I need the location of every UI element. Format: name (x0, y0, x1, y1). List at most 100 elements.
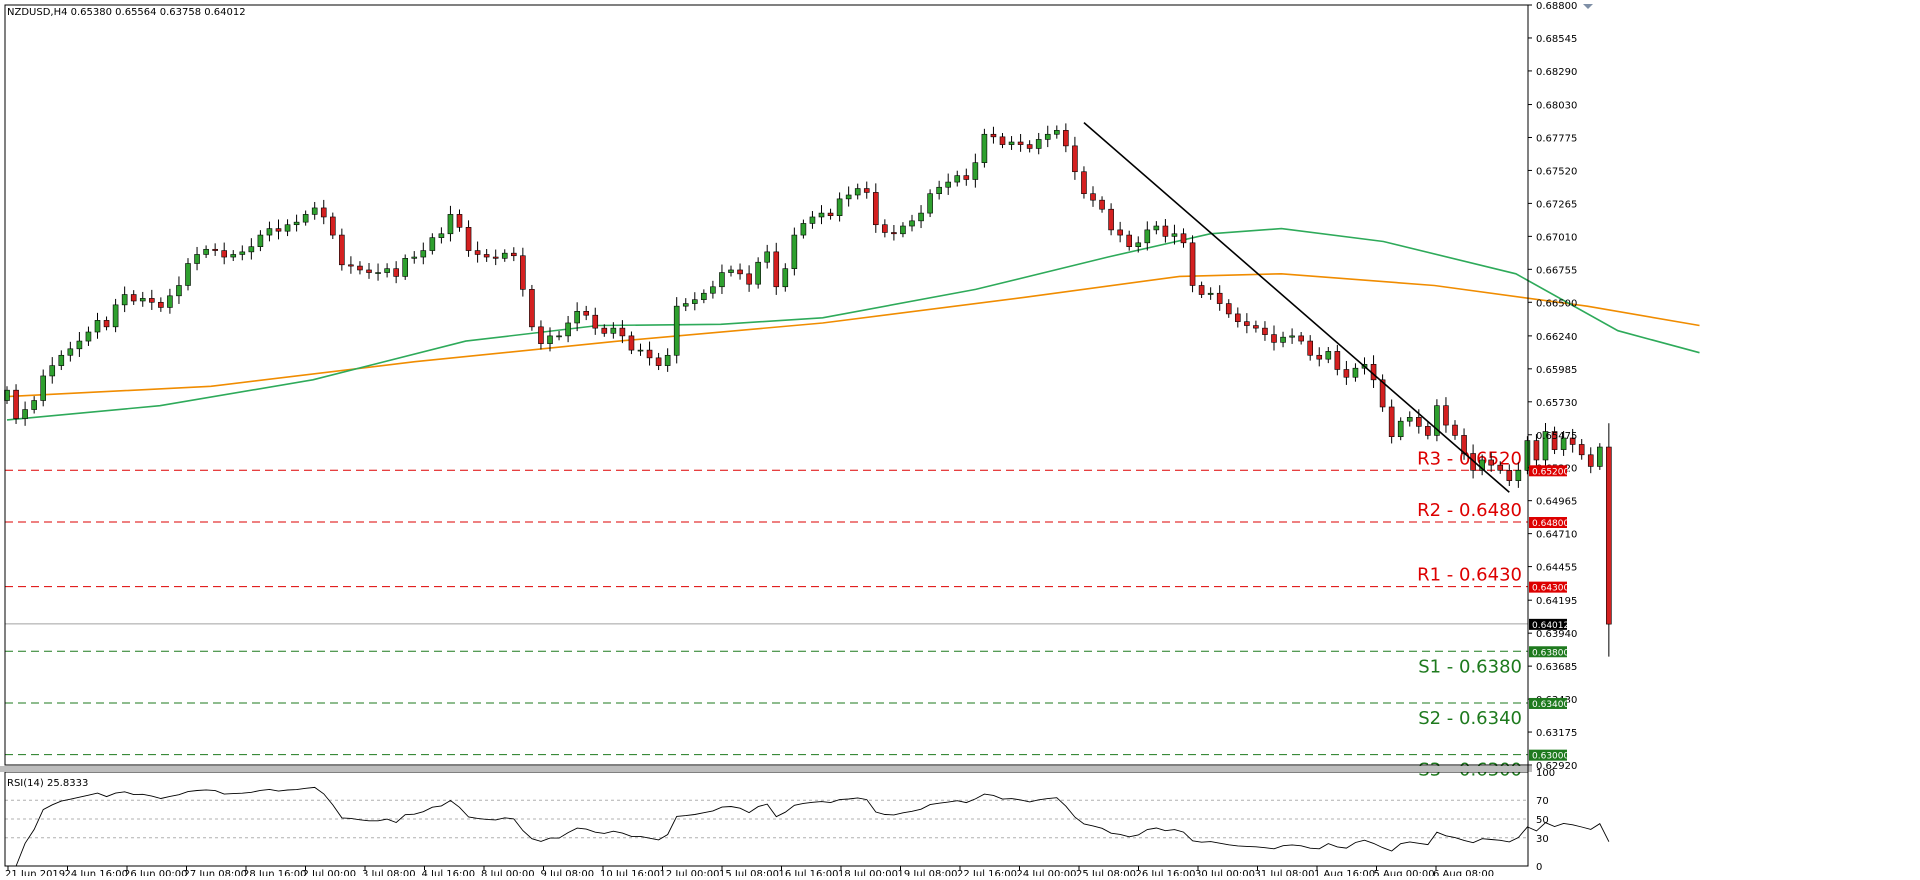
scroll-marker-icon (1583, 4, 1593, 9)
time-tick-label: 24 Jul 00:00 (1017, 869, 1077, 876)
candle-bearish (746, 273, 752, 285)
candle-bullish (1406, 417, 1413, 422)
candle-bullish (402, 258, 409, 277)
price-tick-label: 0.67265 (1536, 199, 1577, 210)
candle-bearish (474, 250, 481, 255)
candle-bullish (22, 409, 28, 419)
candle-bullish (547, 335, 553, 344)
time-tick-label: 26 Jul 16:00 (1136, 869, 1196, 876)
candle-bullish (302, 214, 309, 223)
rsi-axis-label: 100 (1536, 768, 1555, 779)
candle-bearish (990, 133, 997, 138)
price-tick-label: 0.67775 (1536, 133, 1577, 144)
candle-bearish (465, 227, 472, 251)
price-tick-label: 0.65985 (1536, 365, 1577, 376)
level-label-r3: R3 - 0.6520 (1417, 448, 1522, 469)
candle-bullish (1008, 141, 1015, 145)
candle-bullish (791, 234, 798, 269)
current-price-tag-text: 0.64012 (1532, 621, 1569, 631)
time-tick-label: 18 Jul 00:00 (838, 869, 898, 876)
current-price-tag (1529, 618, 1567, 630)
candle-bearish (1443, 405, 1449, 426)
candle-bearish (1497, 464, 1504, 471)
candle-bullish (1479, 459, 1485, 471)
time-tick-label: 24 Jun 16:00 (65, 869, 129, 876)
level-price-tag (1529, 581, 1567, 593)
time-tick-label: 9 Jul 08:00 (541, 869, 595, 876)
price-tick-label: 0.64195 (1536, 596, 1577, 607)
candle-bearish (592, 314, 599, 329)
rsi-line (15, 786, 1610, 867)
level-price-tag-text: 0.64300 (1532, 584, 1569, 594)
level-price-tag-text: 0.63000 (1532, 752, 1569, 762)
candle-bullish (764, 251, 771, 263)
level-price-tag-text: 0.63800 (1532, 648, 1569, 658)
level-price-tag (1529, 465, 1567, 477)
candle-bearish (1452, 424, 1458, 436)
candle-bullish (501, 252, 508, 259)
rsi-axis-label: 0 (1536, 862, 1542, 873)
candle-bearish (221, 250, 227, 258)
time-tick-label: 25 Jul 08:00 (1076, 869, 1136, 876)
candle-bearish (1072, 145, 1078, 173)
price-tick-label: 0.64965 (1536, 497, 1577, 508)
price-tick-label: 0.63175 (1536, 728, 1577, 739)
ma-orange-line (6, 272, 1700, 398)
candle-bearish (1569, 437, 1576, 445)
price-tick-label: 0.66240 (1536, 332, 1577, 343)
candle-bullish (176, 285, 182, 297)
downtrend-line (1083, 122, 1510, 493)
candle-bullish (85, 331, 92, 342)
candle-bullish (556, 335, 562, 338)
candle-bullish (1035, 139, 1042, 149)
candle-bearish (348, 264, 354, 267)
candle-bullish (1044, 133, 1051, 140)
candle-bullish (854, 188, 861, 196)
rsi-tick-label: 50 (1536, 815, 1549, 826)
level-label-r2: R2 - 0.6480 (1417, 500, 1522, 521)
time-tick-label: 26 Jun 00:00 (124, 869, 188, 876)
candle-bullish (845, 194, 852, 200)
candle-bullish (167, 295, 173, 308)
candle-bullish (311, 207, 318, 215)
candle-bullish (574, 311, 580, 324)
price-tick-label: 0.68545 (1536, 34, 1577, 45)
candle-bearish (601, 327, 608, 334)
price-tick-label: 0.68800 (1536, 1, 1577, 12)
candle-bullish (438, 233, 445, 238)
candle-bullish (1542, 431, 1549, 461)
candle-bearish (366, 269, 372, 273)
candle-bearish (1298, 335, 1304, 342)
candle-bearish (1379, 379, 1386, 408)
candle-bearish (1235, 313, 1241, 322)
candle-bullish (384, 268, 390, 273)
candle-bullish (1171, 233, 1178, 237)
time-tick-label: 31 Jul 08:00 (1255, 869, 1315, 876)
candle-bearish (1551, 431, 1558, 450)
level-price-tag (1529, 517, 1567, 529)
time-tick-label: 22 Jul 16:00 (957, 869, 1017, 876)
candles-layer (4, 123, 1612, 657)
price-tick-label: 0.67520 (1536, 166, 1577, 177)
candle-bullish (1397, 420, 1404, 438)
time-tick-label: 12 Jul 00:00 (660, 869, 720, 876)
time-tick-label: 5 Aug 00:00 (1374, 869, 1435, 876)
candle-bearish (529, 289, 535, 328)
candle-bearish (149, 298, 155, 303)
candle-bullish (981, 133, 988, 163)
candle-bullish (565, 322, 571, 337)
candle-bearish (1470, 453, 1476, 471)
candle-bullish (900, 225, 906, 235)
candle-bearish (357, 265, 363, 271)
candle-bullish (610, 327, 617, 334)
candle-bullish (94, 320, 101, 333)
candle-bullish (1207, 292, 1214, 295)
candle-bullish (185, 263, 191, 286)
candle-bearish (1081, 171, 1087, 195)
candle-bullish (1352, 367, 1359, 378)
price-tick-label: 0.64710 (1536, 530, 1577, 541)
candle-bullish (710, 286, 716, 294)
